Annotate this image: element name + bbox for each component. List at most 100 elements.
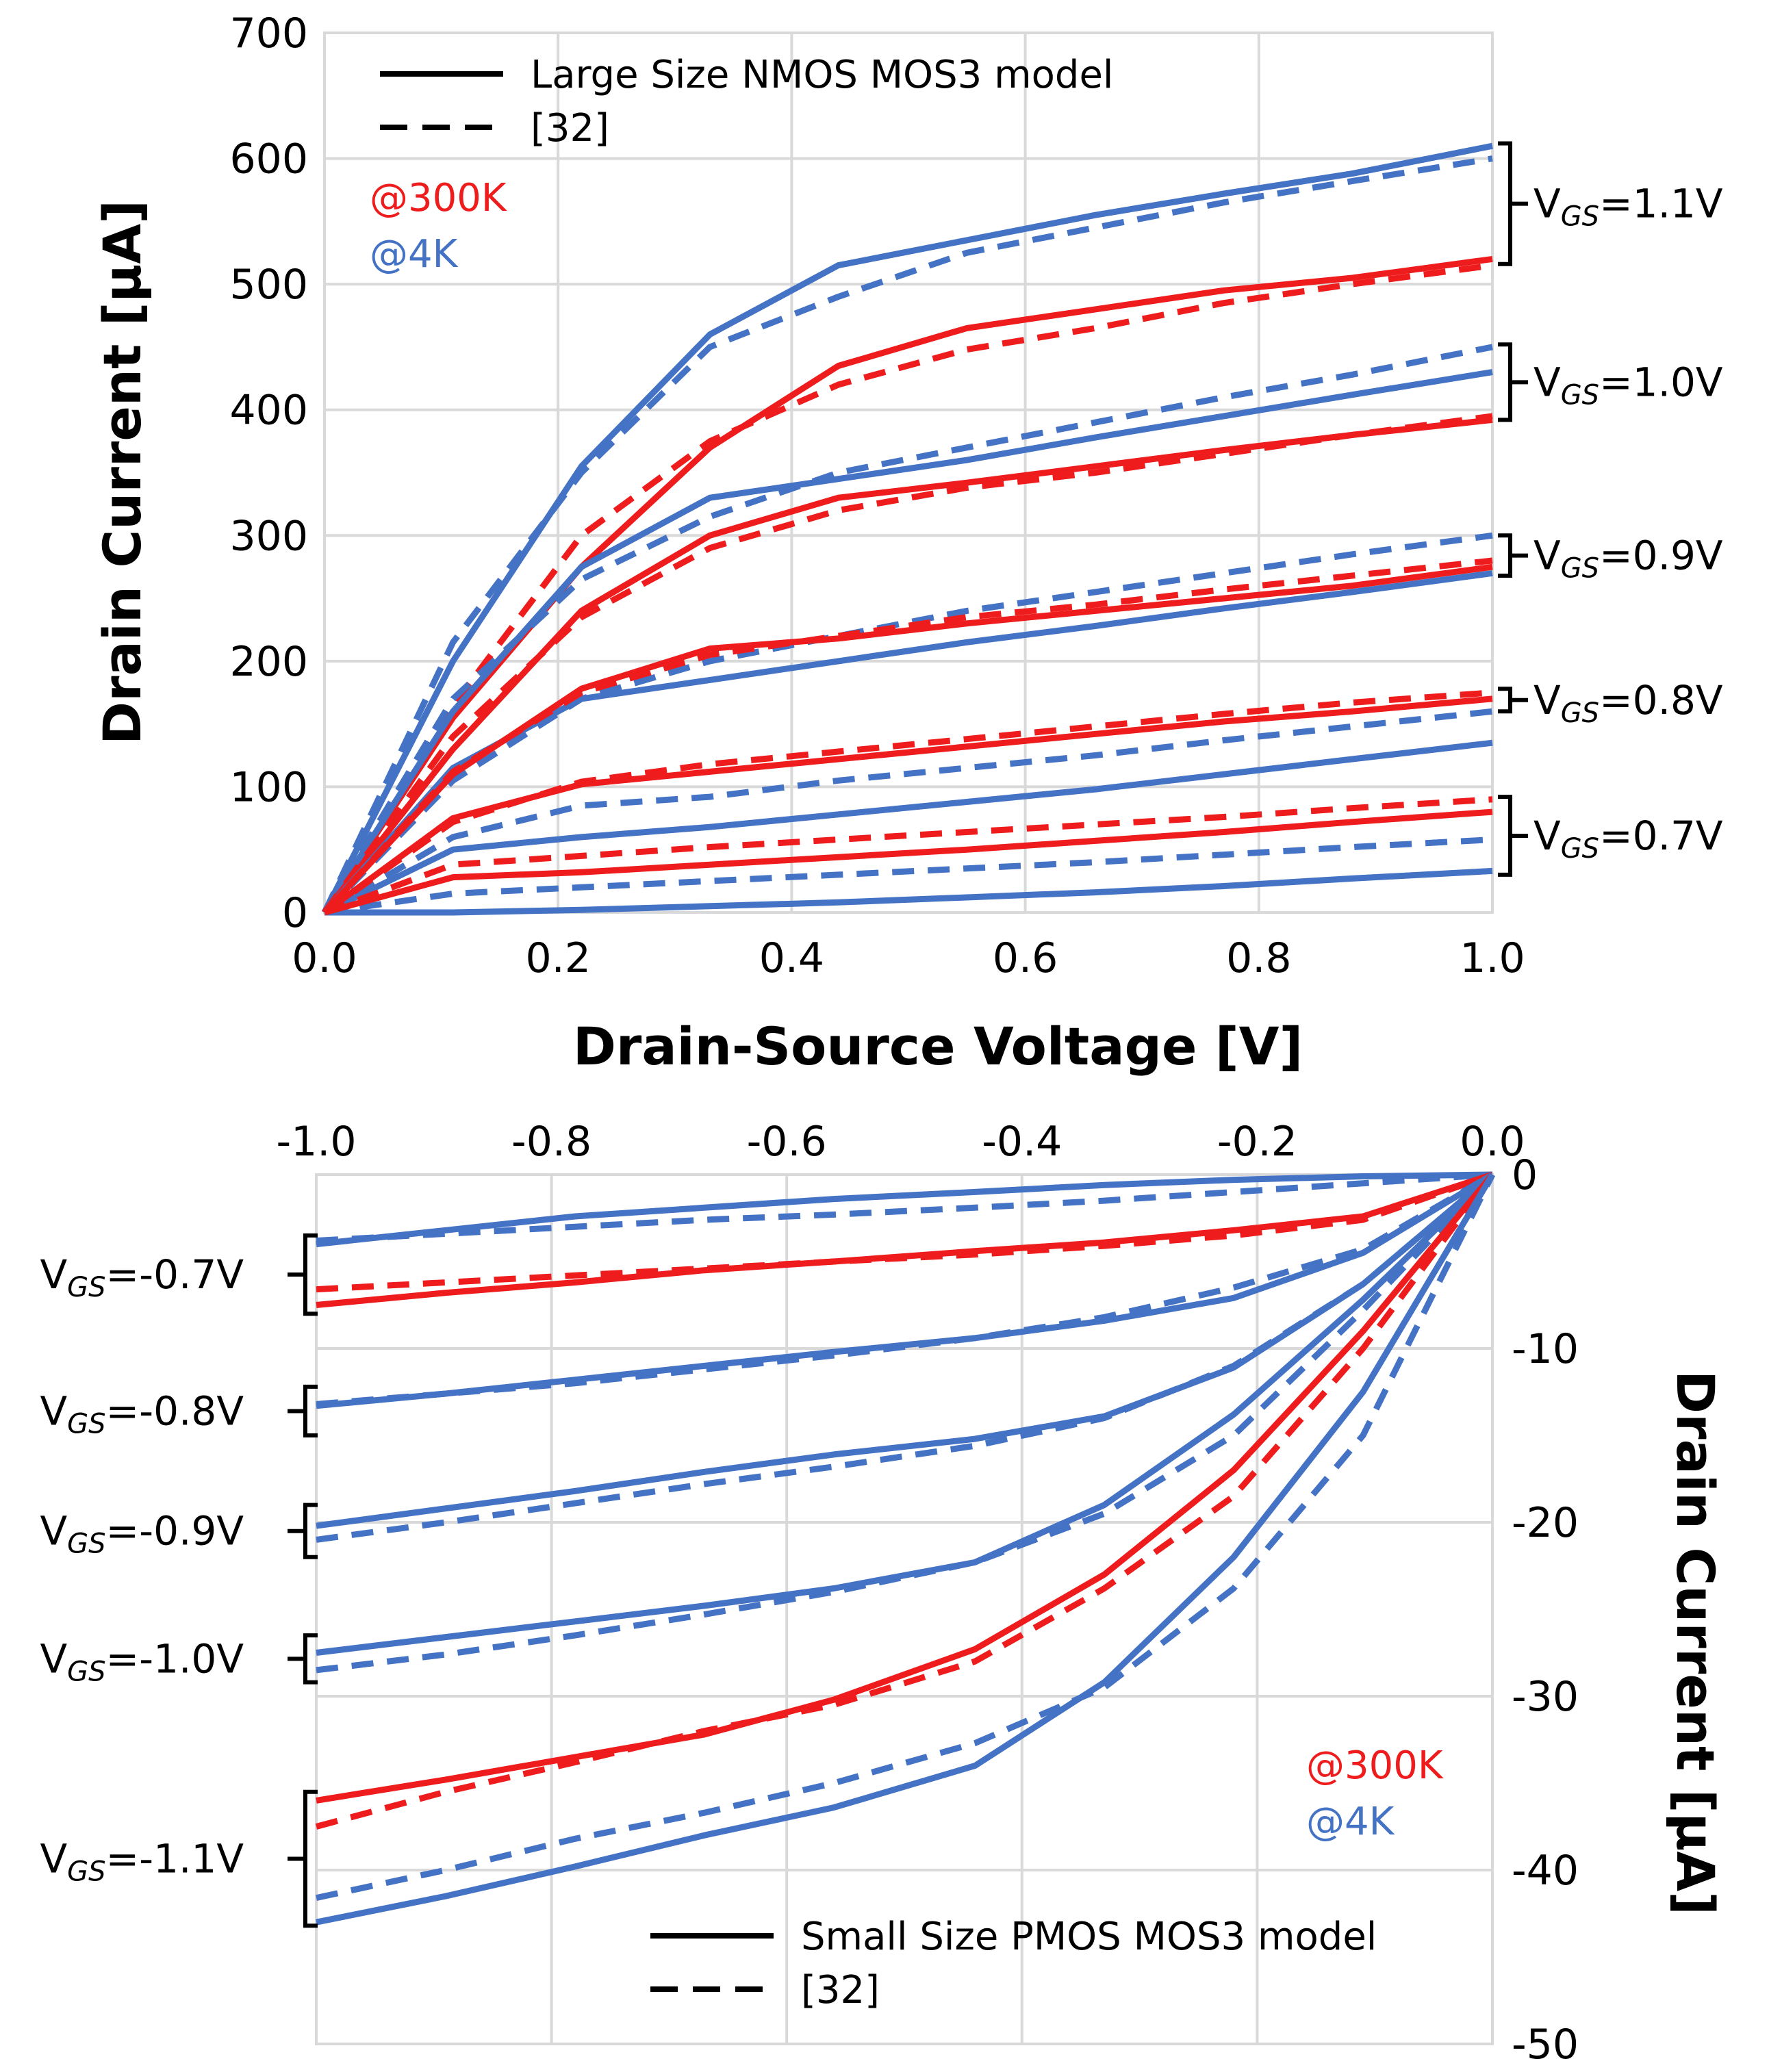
y-tick-label: 600	[229, 136, 308, 183]
vgs-label-sub: GS	[67, 1408, 105, 1440]
vgs-bracket	[288, 1633, 318, 1685]
vgs-label-sub: GS	[1561, 201, 1599, 233]
legend-label: [32]	[531, 106, 609, 151]
x-tick-label: 0.0	[1460, 1118, 1525, 1166]
series-group	[315, 1171, 1496, 1926]
series-line	[322, 532, 1493, 915]
legend: Small Size PMOS MOS3 model [32]	[650, 1915, 1377, 2012]
vgs-label-value: =-0.7V	[106, 1251, 244, 1298]
x-axis-title: Drain-Source Voltage [V]	[573, 1016, 1303, 1077]
series-line	[322, 708, 1493, 915]
vgs-label: VGS=1.0V	[1533, 359, 1723, 411]
vgs-label: VGS=-1.1V	[40, 1835, 244, 1887]
series-line	[316, 1171, 1493, 1244]
series-line	[324, 836, 1493, 916]
series-line	[316, 1173, 1496, 1901]
x-tick-label: -0.6	[747, 1118, 827, 1166]
y-tick-label: 400	[229, 387, 308, 435]
vgs-label-sub: GS	[67, 1272, 105, 1303]
series-line	[322, 557, 1493, 915]
vgs-label-sub: GS	[1561, 833, 1599, 865]
pmos-chart: -1.0 -0.8 -0.6 -0.4 -0.2 0.00 -10 -20 -30 -40 -50 V…	[40, 1118, 1726, 2069]
series-line	[322, 262, 1493, 915]
vgs-label-value: =0.9V	[1599, 533, 1723, 579]
series-line	[316, 1172, 1494, 1543]
series-line	[322, 344, 1493, 915]
vgs-label-main: V	[40, 1387, 67, 1434]
y-tick-label: -20	[1512, 1499, 1579, 1547]
series-line	[322, 413, 1493, 915]
series-line	[321, 142, 1493, 915]
vgs-brackets: VGS=-0.7VVGS=-0.8VVGS=-0.9VVGS=-1.0VVGS=…	[40, 1233, 318, 1928]
series-line	[316, 1172, 1495, 1656]
vgs-bracket	[288, 1384, 318, 1437]
x-tick-label: 0.0	[292, 934, 357, 982]
vgs-label-main: V	[1533, 359, 1561, 405]
y-tick-label: 0	[1512, 1151, 1538, 1199]
x-tick-label: 0.4	[759, 934, 824, 982]
vgs-bracket	[1498, 141, 1528, 266]
y-axis-title: Drain Current [μA]	[92, 200, 153, 745]
vgs-label-value: =0.8V	[1599, 677, 1723, 724]
legend-label: [32]	[801, 1968, 880, 2012]
y-tick-label: -30	[1512, 1673, 1579, 1721]
legend: Large Size NMOS MOS3 model [32]	[380, 53, 1113, 151]
y-tick-label: -50	[1512, 2021, 1579, 2069]
vgs-label-value: =-1.1V	[106, 1835, 244, 1882]
vgs-label: VGS=0.8V	[1533, 677, 1723, 729]
x-tick-label: 0.2	[525, 934, 590, 982]
y-tick-label: -40	[1512, 1847, 1579, 1895]
series-line	[323, 808, 1493, 916]
series-group	[321, 142, 1493, 916]
vgs-label-value: =0.7V	[1599, 813, 1723, 859]
temp-label-300k: @300K	[1306, 1743, 1444, 1788]
vgs-label-value: =-0.9V	[106, 1508, 244, 1555]
vgs-bracket	[1498, 687, 1528, 714]
y-tick-label: 200	[229, 638, 308, 686]
vgs-bracket	[288, 1233, 318, 1316]
vgs-label: VGS=0.9V	[1533, 533, 1723, 585]
y-tick-label: -10	[1512, 1325, 1579, 1373]
vgs-label-sub: GS	[67, 1856, 105, 1887]
x-tick-label: 0.8	[1226, 934, 1291, 982]
nmos-chart: 0.0 0.2 0.4 0.6 0.8 1.0 0 100 200 300 400 500 600 700…	[92, 10, 1723, 1077]
vgs-label: VGS=1.1V	[1533, 181, 1723, 233]
series-line	[316, 1171, 1494, 1293]
y-tick-label: 0	[282, 889, 308, 937]
legend-label: Small Size PMOS MOS3 model	[801, 1915, 1377, 1959]
vgs-label-main: V	[1533, 677, 1561, 724]
vgs-label-main: V	[1533, 533, 1561, 579]
vgs-label-main: V	[40, 1251, 67, 1298]
grid-lines	[315, 1173, 1494, 2045]
temp-label-4k: @4K	[370, 232, 459, 277]
vgs-label-value: =1.1V	[1599, 181, 1723, 227]
x-tick-label: 0.6	[993, 934, 1058, 982]
series-line	[316, 1172, 1495, 1674]
vgs-label-main: V	[40, 1508, 67, 1555]
series-line	[322, 689, 1493, 915]
vgs-label-sub: GS	[67, 1656, 105, 1687]
y-axis-title: Drain Current [μA]	[1665, 1370, 1726, 1915]
vgs-label: VGS=-0.8V	[40, 1387, 244, 1440]
y-tick-label: 100	[229, 763, 308, 811]
x-tick-label: -1.0	[276, 1118, 356, 1166]
series-line	[321, 155, 1493, 914]
vgs-label-sub: GS	[1561, 553, 1599, 585]
vgs-label: VGS=-0.7V	[40, 1251, 244, 1303]
vgs-label: VGS=-1.0V	[40, 1635, 244, 1687]
y-tick-label: 300	[229, 512, 308, 560]
plot-frame	[323, 31, 1494, 914]
series-line	[323, 796, 1493, 916]
plot-frame	[315, 1173, 1494, 2045]
vgs-bracket	[1498, 533, 1528, 578]
vgs-label: VGS=0.7V	[1533, 813, 1723, 865]
series-line	[323, 739, 1493, 916]
series-line	[316, 1173, 1495, 1804]
series-line	[316, 1172, 1494, 1407]
vgs-bracket	[1498, 795, 1528, 877]
series-line	[316, 1173, 1495, 1926]
vgs-label-sub: GS	[67, 1529, 105, 1560]
series-line	[324, 867, 1493, 916]
x-tick-label: 1.0	[1460, 934, 1525, 982]
